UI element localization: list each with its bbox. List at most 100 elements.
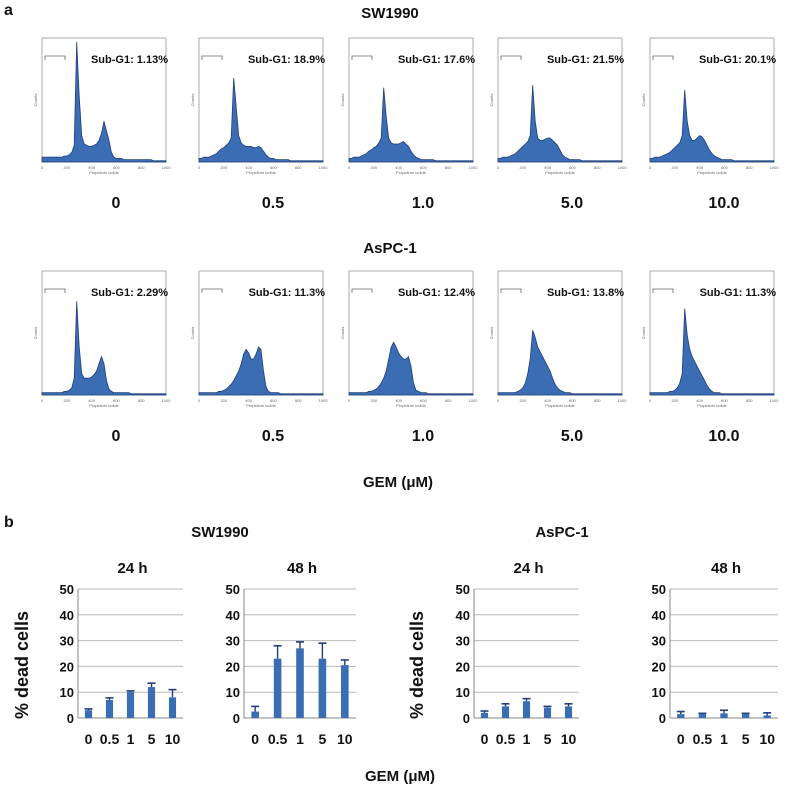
histogram-tick-label: 800 [138,165,145,170]
histogram-x-caption: Propidium iodide [396,403,427,408]
histogram-tick-label: 0 [348,398,351,403]
bar [480,712,489,718]
histogram-plot: 0 200 400 600 800 1000 Propidium iodide Counts S… [489,270,628,445]
histogram-tick-label: 1000 [319,165,329,170]
bar-chart: 24 h 0 10 20 30 40 50 0 0.5 1 5 10 [60,560,183,747]
histogram-area [41,41,167,163]
histogram-tick-label: 200 [671,398,678,403]
histogram-tick-label: 400 [544,165,551,170]
sub-g1-label: Sub-G1: 17.6% [398,54,475,66]
histogram-tick-label: 0 [41,165,44,170]
histogram-frame [497,37,623,163]
histogram-tick-label: 600 [721,165,728,170]
x-tick-label: 0.5 [100,731,120,747]
histogram-tick-label: 600 [569,165,576,170]
histogram-panels: 0 200 400 600 800 1000 Propidium iodide Counts S… [33,37,779,445]
histogram-tick-label: 800 [445,398,452,403]
histogram-tick-label: 600 [721,398,728,403]
histogram-tick-label: 400 [544,398,551,403]
y-tick-label: 20 [226,659,240,674]
bar-chart: 24 h 0 10 20 30 40 50 0 0.5 1 5 10 [456,560,579,747]
x-tick-label: 1 [127,731,135,747]
sub-g1-label: Sub-G1: 20.1% [699,54,776,66]
panel-a-xaxis-title: GEM (μM) [363,474,433,491]
histogram-frame [649,37,775,163]
histogram-tick-label: 400 [395,165,402,170]
histogram-area [649,308,775,396]
histogram-tick-label: 1000 [469,165,479,170]
x-tick-label: 10 [759,731,775,747]
sub-g1-label: Sub-G1: 18.9% [248,54,325,66]
panel-b-yaxis-title-right: % dead cells [407,611,427,719]
bar [105,699,114,718]
bar [522,701,531,718]
bar [147,687,156,718]
x-tick-label: 10 [561,731,577,747]
histogram-tick-label: 1000 [618,398,628,403]
histogram-tick-label: 1000 [319,398,329,403]
bar [84,710,93,718]
dose-label: 10.0 [708,195,739,212]
histogram-plot: 0 200 400 600 800 1000 Propidium iodide Counts S… [340,270,479,445]
y-tick-label: 40 [456,608,470,623]
y-tick-label: 50 [226,582,240,597]
x-tick-label: 5 [544,731,552,747]
histogram-plot: 0 200 400 600 800 1000 Propidium iodide Counts S… [641,270,779,445]
histogram-x-caption: Propidium iodide [246,170,277,175]
y-tick-label: 10 [652,685,666,700]
y-tick-label: 10 [456,685,470,700]
bar-chart-title: 24 h [513,560,543,577]
histogram-area [41,301,167,396]
dose-label: 5.0 [561,428,583,445]
histogram-y-caption: Counts [340,94,345,107]
bar-chart: 48 h 0 10 20 30 40 50 0 0.5 1 5 10 [652,560,778,747]
histogram-tick-label: 200 [519,165,526,170]
y-tick-label: 0 [233,711,240,726]
x-tick-label: 1 [296,731,304,747]
sub-g1-label: Sub-G1: 12.4% [398,287,475,299]
histogram-tick-label: 600 [569,398,576,403]
panel-a-label: a [4,2,13,19]
y-tick-label: 0 [659,711,666,726]
y-tick-label: 40 [60,608,74,623]
panel-b-label: b [4,514,14,531]
bar [677,714,685,718]
x-tick-label: 5 [148,731,156,747]
histogram-tick-label: 400 [395,398,402,403]
histogram-tick-label: 800 [138,398,145,403]
bar [340,665,349,718]
dose-label: 1.0 [412,428,434,445]
dose-label: 0 [112,428,121,445]
x-tick-label: 10 [337,731,353,747]
histogram-area [348,341,474,396]
histogram-tick-label: 1000 [162,398,172,403]
histogram-tick-label: 200 [220,165,227,170]
gate-marker [201,55,223,60]
histogram-tick-label: 400 [696,165,703,170]
histogram-plot: 0 200 400 600 800 1000 Propidium iodide Counts S… [641,37,779,212]
x-tick-label: 5 [742,731,750,747]
histogram-frame [198,37,324,163]
histogram-tick-label: 800 [594,165,601,170]
sub-g1-label: Sub-G1: 21.5% [547,54,624,66]
histogram-x-caption: Propidium iodide [246,403,277,408]
bar [543,707,552,718]
x-tick-label: 0 [85,731,93,747]
histogram-tick-label: 800 [295,165,302,170]
histogram-tick-label: 0 [497,165,500,170]
histogram-tick-label: 400 [88,165,95,170]
histogram-plot: 0 200 400 600 800 1000 Propidium iodide Counts S… [340,37,479,212]
histogram-tick-label: 0 [497,398,500,403]
histogram-tick-label: 1000 [469,398,479,403]
histogram-x-caption: Propidium iodide [545,403,576,408]
y-tick-label: 10 [226,685,240,700]
histogram-x-caption: Propidium iodide [697,403,728,408]
histogram-x-caption: Propidium iodide [697,170,728,175]
histogram-x-caption: Propidium iodide [545,170,576,175]
histogram-y-caption: Counts [33,327,38,340]
gate-marker [351,55,373,60]
panel-b-aspc1-title: AsPC-1 [535,524,588,541]
histogram-tick-label: 600 [113,165,120,170]
bar-chart: 48 h 0 10 20 30 40 50 0 0.5 1 5 10 [226,560,356,747]
histogram-tick-label: 800 [594,398,601,403]
